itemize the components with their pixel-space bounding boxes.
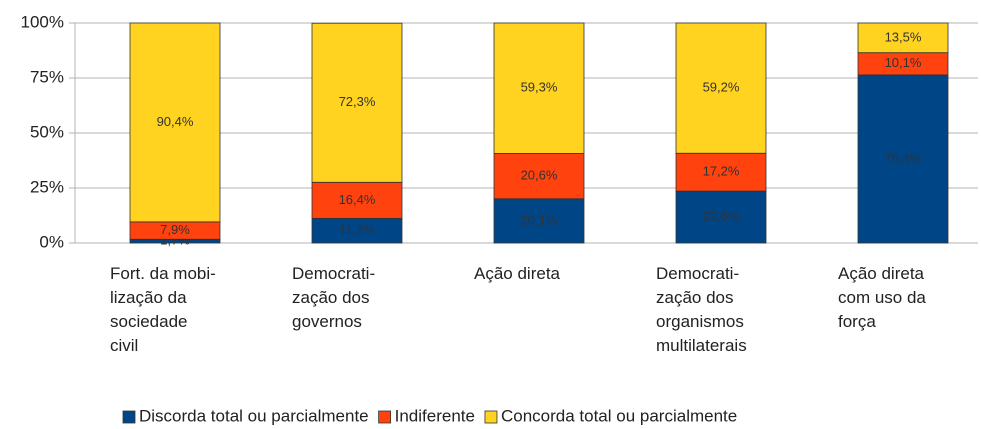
- legend-label: Concorda total ou parcialmente: [501, 406, 737, 425]
- bar-segment: [493, 22, 585, 154]
- bar-segment: [493, 198, 585, 244]
- y-tick-label: 100%: [21, 12, 64, 31]
- legend-label: Indiferente: [395, 406, 475, 425]
- value-label: 59,2%: [703, 80, 740, 95]
- y-tick-label: 75%: [30, 67, 64, 86]
- y-tick-label: 50%: [30, 122, 64, 141]
- x-tick-label: Ação direta: [474, 264, 561, 283]
- value-label: 72,3%: [339, 94, 376, 109]
- value-label: 20,6%: [521, 168, 558, 183]
- x-tick-label: Democrati-zação dos governos: [292, 264, 375, 331]
- legend-swatch: [484, 410, 498, 424]
- y-tick-label: 0%: [39, 232, 64, 251]
- value-label: 23,6%: [703, 208, 740, 223]
- bar-segment: [311, 217, 403, 244]
- value-label: 10,1%: [885, 55, 922, 70]
- bar-segment: [311, 22, 403, 183]
- legend-label: Discorda total ou parcialmente: [139, 406, 369, 425]
- bar-segment: [493, 153, 585, 200]
- y-tick-label: 25%: [30, 177, 64, 196]
- value-label: 17,2%: [703, 164, 740, 179]
- value-label: 90,4%: [157, 114, 194, 129]
- bar-segment: [311, 181, 403, 219]
- legend-swatch: [378, 410, 392, 424]
- bar-segment: [129, 22, 221, 223]
- legend-swatch: [122, 410, 136, 424]
- value-label: 20,1%: [521, 212, 558, 227]
- value-label: 59,3%: [521, 80, 558, 95]
- value-label: 76,4%: [885, 150, 922, 165]
- value-label: 7,9%: [160, 222, 190, 237]
- bar-segment: [857, 74, 949, 244]
- x-tick-label: Democrati-zação dos organismos multilatera…: [656, 264, 747, 355]
- value-label: 11,2%: [339, 222, 375, 237]
- bar-segment: [675, 22, 767, 154]
- x-tick-label: Ação direta com uso da força: [838, 264, 926, 331]
- bar-segment: [675, 152, 767, 192]
- bar-segment: [857, 22, 949, 54]
- bar-segment: [675, 190, 767, 244]
- value-label: 16,4%: [339, 192, 376, 207]
- x-tick-label: Fort. da mobi-lização da sociedade civil: [110, 264, 216, 355]
- value-label: 13,5%: [885, 29, 922, 44]
